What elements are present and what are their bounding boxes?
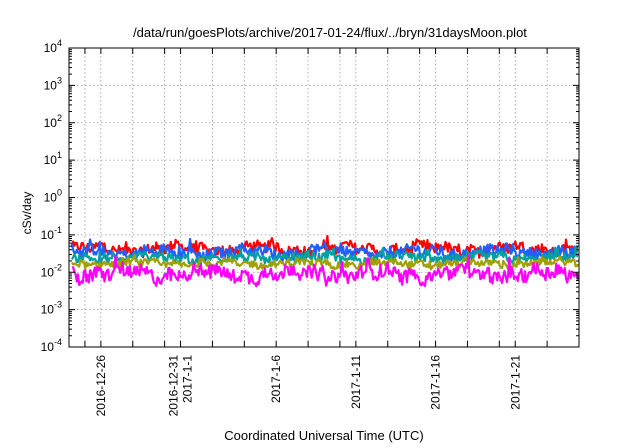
x-axis-label: Coordinated Universal Time (UTC) — [224, 428, 423, 443]
x-tick-label: 2017-1-21 — [508, 355, 522, 410]
x-axis: 2016-12-26 2016-12-31 2017-1-1 2017-1-6 2017… — [84, 48, 548, 417]
y-tick-label: 102 — [44, 113, 62, 130]
y-axis: 10-4 10-3 10-2 10-1 100 101 102 103 104 — [41, 38, 579, 354]
y-tick-label: 104 — [44, 38, 62, 55]
y-tick-label: 101 — [44, 150, 62, 167]
y-tick-label: 10-1 — [41, 225, 62, 242]
x-tick-label: 2017-1-1 — [181, 355, 195, 403]
y-tick-label: 103 — [44, 75, 62, 92]
y-tick-label: 10-3 — [41, 300, 62, 317]
y-tick-label: 10-2 — [41, 262, 62, 279]
y-tick-label: 100 — [44, 188, 62, 205]
y-axis-label: cSv/day — [20, 192, 34, 235]
y-tick-label: 10-4 — [41, 337, 62, 354]
series-group — [70, 234, 580, 288]
x-tick-label: 2017-1-16 — [429, 355, 443, 410]
x-tick-label: 2016-12-31 — [167, 355, 181, 417]
grid — [69, 48, 579, 347]
x-tick-label: 2017-1-6 — [269, 355, 283, 403]
x-tick-label: 2016-12-26 — [94, 355, 108, 417]
series-line — [71, 254, 580, 288]
series-line — [71, 254, 579, 271]
chart-title: /data/run/goesPlots/archive/2017-01-24/f… — [133, 25, 527, 40]
x-tick-label: 2017-1-11 — [349, 355, 363, 409]
